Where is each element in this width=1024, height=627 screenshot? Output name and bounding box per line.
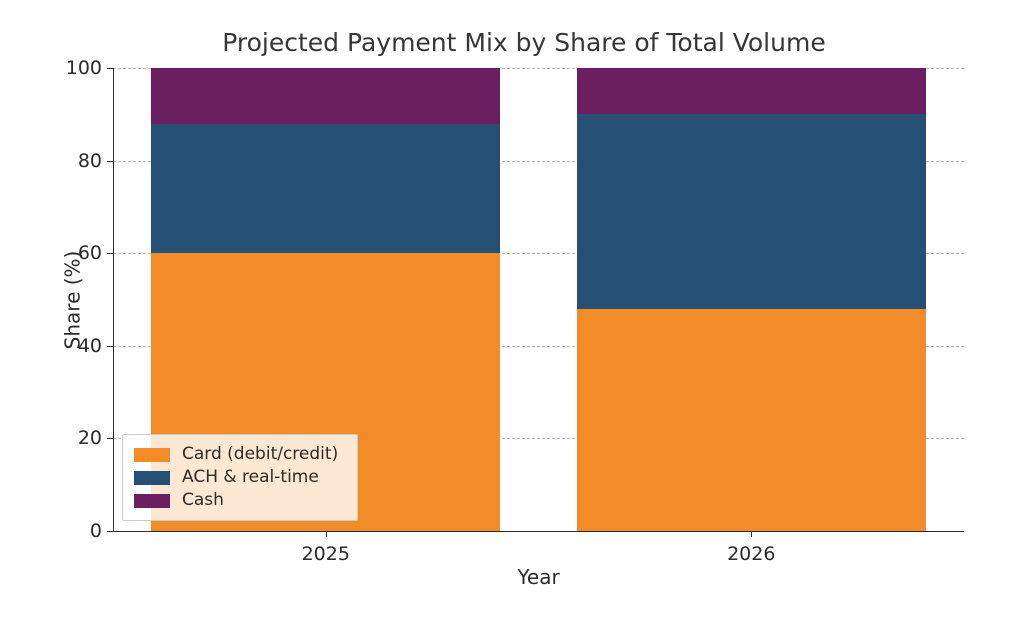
bars-layer [113,68,964,531]
x-tick-label: 2025 [301,543,350,565]
y-tick-mark [107,160,113,162]
x-tick-mark [325,531,327,537]
y-tick-label: 100 [65,57,102,79]
legend-swatch-icon [134,493,170,508]
y-tick-label: 0 [89,520,102,542]
bar-segment [151,123,501,254]
legend-label: Card (debit/credit) [182,444,339,464]
gridline-y-100 [113,68,964,69]
x-tick-mark [751,531,753,537]
y-axis-label-container: Share (%) [0,68,84,531]
x-axis-spine [113,531,964,532]
bar-segment [151,68,501,124]
legend-swatch-icon [134,447,170,462]
y-tick-mark [107,253,113,255]
y-tick-label: 80 [77,149,102,172]
plot-area [113,68,964,531]
x-tick-label: 2026 [727,543,776,565]
legend-label: ACH & real-time [182,467,319,487]
chart-legend: Card (debit/credit) ACH & real-time Cash [122,434,358,521]
gridline-y-60 [113,253,964,255]
bar-segment [576,308,926,531]
y-tick-mark [107,345,113,347]
bar-segment [576,114,926,309]
y-tick-mark [107,531,113,532]
legend-label: Cash [182,490,224,510]
y-tick-label: 60 [77,242,102,265]
legend-item: Card (debit/credit) [123,443,357,466]
gridline-y-20 [113,438,964,440]
legend-item: ACH & real-time [123,466,357,489]
y-axis-spine [113,68,114,531]
gridline-y-80 [113,160,964,162]
legend-swatch-icon [134,470,170,485]
y-tick-label: 20 [77,427,102,450]
x-axis-label: Year [517,565,560,589]
y-tick-mark [107,68,113,69]
chart-title: Projected Payment Mix by Share of Total … [222,28,826,57]
bar-segment [576,68,926,115]
y-tick-mark [107,438,113,440]
y-tick-label: 40 [77,334,102,357]
gridline-y-40 [113,345,964,347]
legend-item: Cash [123,489,357,512]
